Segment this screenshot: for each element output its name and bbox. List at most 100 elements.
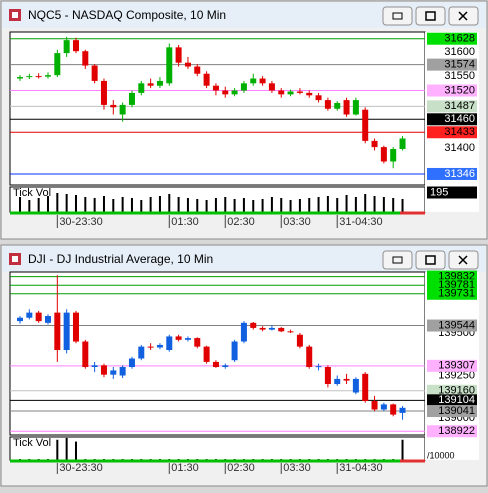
candle-body [100, 80, 107, 105]
y-tick-label: 139250 [438, 369, 475, 381]
window-icon-inner [12, 12, 18, 18]
volume-bar [93, 198, 96, 212]
level-tag [427, 405, 477, 418]
candle-body [35, 76, 42, 78]
candle-body [72, 312, 79, 342]
candle-body [315, 366, 322, 368]
volume-bar [298, 199, 301, 212]
close-glyph [458, 255, 468, 265]
level-label: 31460 [444, 113, 475, 125]
candle-body [296, 91, 303, 93]
minimize-glyph [392, 256, 403, 264]
volume-bar [317, 197, 320, 212]
candle-body [54, 53, 61, 76]
volume-bar [336, 198, 339, 212]
volume-bar [196, 199, 199, 212]
x-tick-label: 01:30 [171, 462, 199, 474]
volume-bar [28, 200, 31, 212]
maximize-glyph [425, 255, 436, 265]
candle-body [17, 77, 23, 79]
volume-label: Tick Vol [13, 187, 51, 199]
candle-body [222, 90, 229, 95]
level-tag [427, 167, 477, 180]
candle-body [268, 327, 275, 330]
candle-body [343, 100, 350, 115]
candle-body [100, 365, 107, 375]
volume-bar [65, 194, 68, 212]
candle-body [44, 75, 51, 77]
candle-body [231, 90, 238, 95]
level-tag [427, 32, 477, 45]
level-label: 31346 [444, 168, 475, 180]
x-tick-label: 03:30 [283, 216, 311, 228]
minimize-button[interactable] [382, 6, 413, 26]
candle-body [72, 40, 79, 52]
level-tag [427, 58, 477, 71]
minimize-button[interactable] [382, 250, 413, 270]
candle-body [156, 80, 163, 86]
window-title: DJI - DJ Industrial Average, 10 Min [28, 252, 213, 266]
candle-body [212, 361, 219, 368]
candle-body [63, 312, 70, 351]
volume-tag [427, 186, 477, 199]
volume-bar [168, 194, 171, 212]
level-label: 31574 [444, 59, 475, 71]
candle-body [184, 62, 191, 67]
maximize-button[interactable] [415, 6, 446, 26]
candle-body [324, 367, 331, 385]
candle-body [324, 100, 331, 109]
candle-body [399, 407, 406, 413]
candle-body [380, 147, 387, 162]
price-panel [9, 271, 426, 436]
volume-bar [401, 199, 404, 212]
level-tag [427, 384, 477, 397]
candle-body [138, 83, 145, 93]
candle-body [26, 76, 33, 78]
candle-body [231, 341, 238, 361]
candle-body [203, 73, 210, 86]
volume-bar [392, 198, 395, 212]
volume-bar [308, 198, 311, 212]
volume-bar [233, 199, 236, 212]
candle-body [184, 338, 191, 340]
x-tick-label: 03:30 [283, 462, 311, 474]
volume-bar [364, 194, 367, 212]
volume-bar [56, 193, 59, 212]
y-tick-label: 31550 [444, 70, 475, 82]
volume-bar [84, 197, 87, 212]
level-label: 31433 [444, 126, 475, 138]
candle-body [240, 322, 247, 342]
x-tick-label: 01:30 [171, 216, 199, 228]
volume-panel [9, 186, 426, 213]
candle-body [110, 370, 117, 375]
candle-body [315, 95, 322, 101]
candle-body [352, 100, 359, 115]
candle-body [54, 312, 61, 351]
volume-bar [270, 197, 273, 212]
candle-body [63, 40, 70, 54]
window-title: NQC5 - NASDAQ Composite, 10 Min [28, 8, 226, 22]
volume-tick-label: 195 [430, 186, 448, 198]
volume-bar [37, 198, 40, 212]
candle-body [175, 47, 182, 63]
candle-body [287, 91, 294, 95]
volume-bar [252, 200, 255, 212]
candle-body [138, 346, 145, 359]
level-label: 139160 [438, 385, 475, 397]
x-tick-label: 30-23:30 [59, 462, 102, 474]
x-tick-label: 02:30 [227, 216, 255, 228]
maximize-button[interactable] [415, 250, 446, 270]
level-tag [427, 394, 477, 407]
candle-body [259, 78, 266, 84]
candle-body [128, 92, 135, 105]
level-label: 31628 [444, 33, 475, 45]
x-tick-label: 31-04:30 [339, 462, 382, 474]
level-tag [427, 425, 477, 438]
volume-bar [214, 198, 217, 212]
volume-bar [140, 200, 143, 212]
candle-body [128, 358, 135, 368]
candle-body [278, 327, 285, 332]
candle-body [110, 104, 117, 108]
candle-body [287, 331, 294, 333]
candle-body [212, 85, 219, 91]
